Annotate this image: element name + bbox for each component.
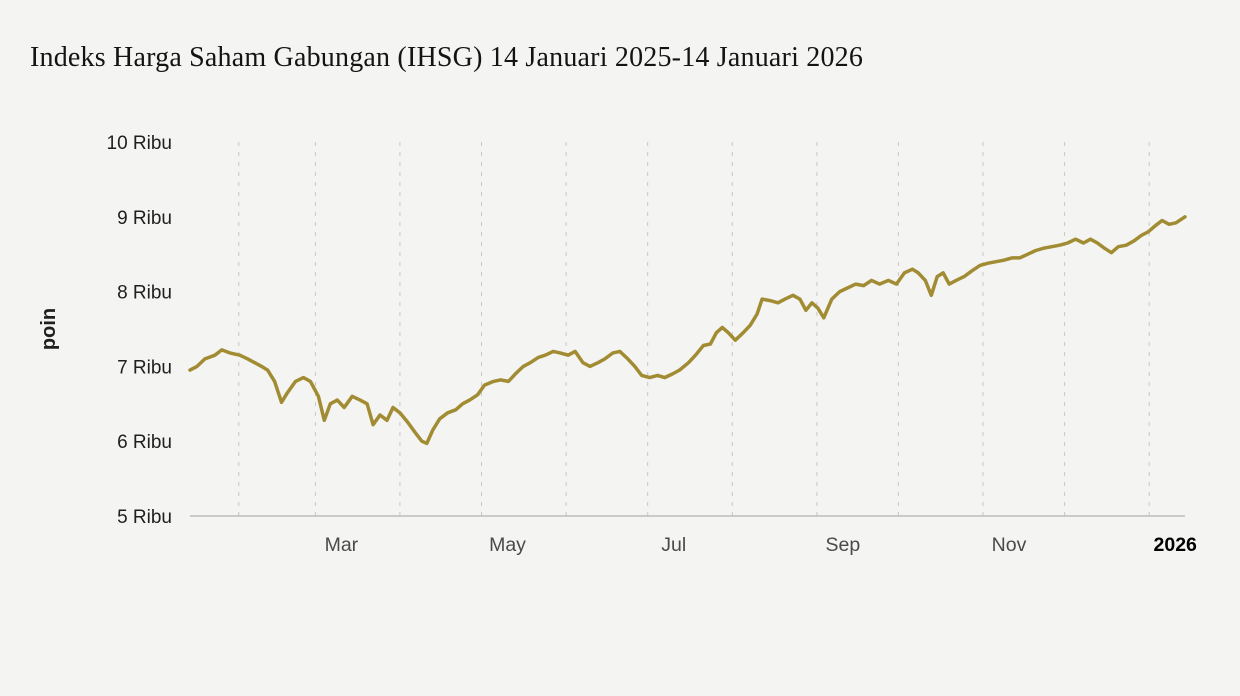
x-tick-label: Sep [826,534,861,556]
y-tick-label: 5 Ribu [117,507,172,528]
y-tick-label: 9 Ribu [117,208,172,229]
y-tick-label: 10 Ribu [107,133,173,154]
y-axis-label: poin [38,308,60,350]
x-tick-label: 2026 [1154,534,1198,556]
x-tick-label: Nov [992,534,1027,556]
x-tick-label: Jul [661,534,686,556]
y-tick-label: 8 Ribu [117,283,172,304]
y-tick-label: 7 Ribu [117,357,172,378]
y-tick-label: 6 Ribu [117,432,172,453]
ihsg-series-line [188,215,1187,446]
chart-title: Indeks Harga Saham Gabungan (IHSG) 14 Ja… [30,42,864,73]
x-tick-label: May [489,534,526,556]
x-tick-label: Mar [325,534,359,556]
ihsg-line-chart: 5 Ribu 6 Ribu 7 Ribu 8 Ribu 9 Ribu 10 Ribu Mar… [38,133,1198,556]
